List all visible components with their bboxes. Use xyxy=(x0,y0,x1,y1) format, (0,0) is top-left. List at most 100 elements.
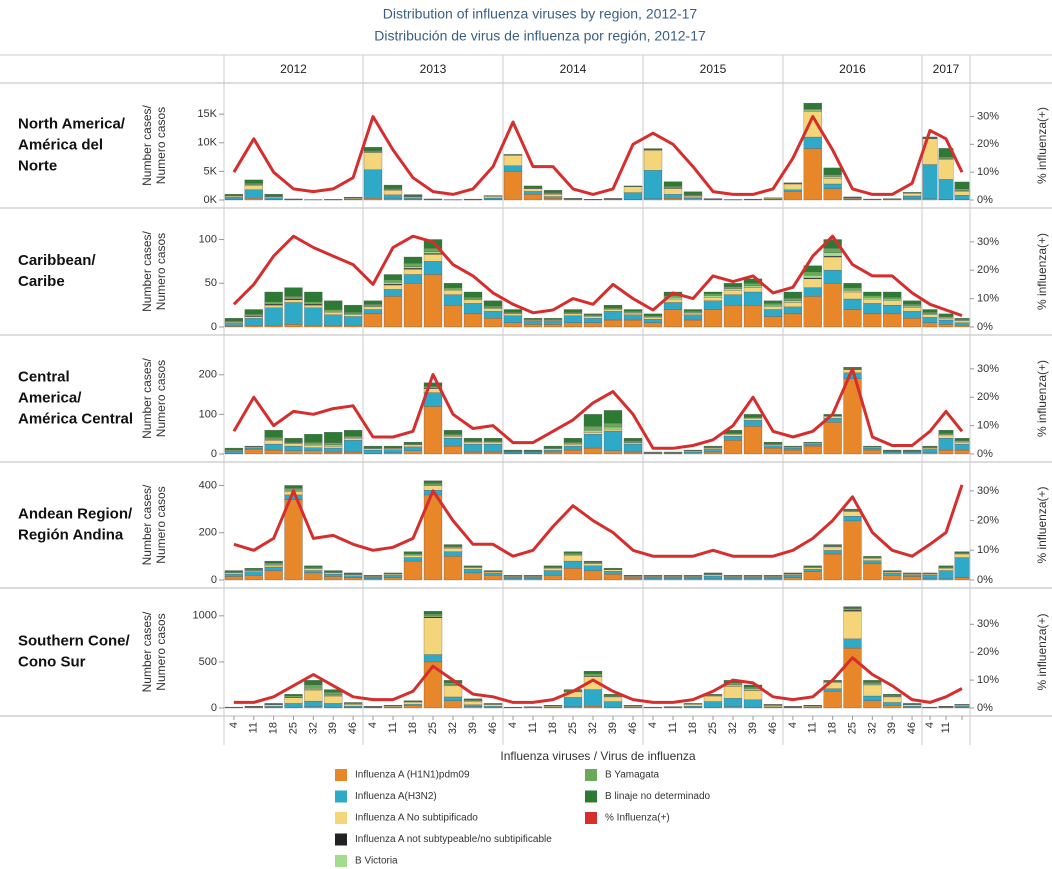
bar-segment xyxy=(683,319,703,328)
bar-segment xyxy=(224,318,244,322)
bar-segment xyxy=(643,148,663,150)
bar-segment xyxy=(304,688,323,690)
bar-segment xyxy=(843,520,862,581)
legend-swatch xyxy=(585,812,597,824)
bar-segment xyxy=(823,691,842,709)
y2-axis-label: % influenza(+) xyxy=(1035,233,1049,310)
bar-segment xyxy=(902,449,922,451)
bar-segment xyxy=(703,445,723,448)
bar-segment xyxy=(863,558,882,561)
year-label: 2013 xyxy=(420,62,447,76)
bar-segment xyxy=(803,565,822,567)
bar-segment xyxy=(603,571,623,575)
x-tick-label: 4 xyxy=(647,722,659,728)
bar-segment xyxy=(543,448,563,451)
bar-segment xyxy=(463,303,483,315)
bar-segment xyxy=(922,573,938,576)
bar-segment xyxy=(863,298,882,304)
bar-segment xyxy=(883,297,902,300)
y-tick-label: 100 xyxy=(199,408,217,420)
bar-segment xyxy=(244,447,263,450)
y2-tick-label: 0% xyxy=(977,574,993,586)
x-tick-label: 4 xyxy=(924,722,936,728)
bar-segment xyxy=(563,438,583,443)
bar-segment xyxy=(763,300,783,304)
x-tick-label: 32 xyxy=(307,722,319,734)
region-label: Región Andina xyxy=(18,526,124,543)
y2-tick-label: 30% xyxy=(977,363,999,375)
x-tick-label: 25 xyxy=(287,722,299,734)
bar-segment xyxy=(783,182,803,184)
bar-segment xyxy=(863,700,882,709)
bar-segment xyxy=(483,196,503,199)
bar-segment xyxy=(938,565,954,568)
bar-segment xyxy=(743,414,763,418)
bar-segment xyxy=(823,248,842,253)
bar-segment xyxy=(954,706,970,708)
bar-segment xyxy=(823,553,842,581)
bar-segment xyxy=(224,573,244,577)
bar-segment xyxy=(304,565,323,568)
bar-segment xyxy=(423,254,443,262)
bar-segment xyxy=(324,703,343,708)
bar-segment xyxy=(623,438,643,442)
bar-segment xyxy=(902,704,922,707)
bar-segment xyxy=(463,698,483,700)
bar-segment xyxy=(383,188,403,190)
bar-segment xyxy=(563,551,583,554)
bar-segment xyxy=(922,198,938,201)
bar-segment xyxy=(403,196,423,199)
bar-segment xyxy=(863,295,882,298)
bar-segment xyxy=(383,274,403,280)
bar-segment xyxy=(264,430,283,438)
y2-tick-label: 10% xyxy=(977,166,999,178)
legend-label: Influenza A not subtypeable/no subtipifi… xyxy=(355,834,552,845)
bar-segment xyxy=(383,198,403,201)
bar-segment xyxy=(803,275,822,279)
bar-segment xyxy=(843,309,862,328)
bar-segment xyxy=(723,304,743,328)
bar-segment xyxy=(583,313,603,315)
bar-segment xyxy=(304,570,323,574)
bar-segment xyxy=(463,700,483,705)
y-axis-label: Number cases/ xyxy=(140,611,154,692)
bar-segment xyxy=(304,445,323,448)
bar-segment xyxy=(503,322,523,328)
bar-segment xyxy=(883,451,902,453)
bar-segment xyxy=(954,325,970,328)
bar-segment xyxy=(363,147,383,151)
bar-segment xyxy=(683,198,703,201)
bar-segment xyxy=(902,318,922,328)
bar-segment xyxy=(383,445,403,448)
bar-segment xyxy=(683,578,703,581)
bar-segment xyxy=(763,304,783,308)
bar-segment xyxy=(938,434,954,439)
bar-segment xyxy=(324,572,343,575)
legend-swatch xyxy=(335,790,347,803)
bar-segment xyxy=(883,575,902,581)
bar-segment xyxy=(843,291,862,300)
bar-segment xyxy=(663,309,683,328)
y2-tick-label: 10% xyxy=(977,674,999,686)
bar-segment xyxy=(922,309,938,313)
x-tick-label: 32 xyxy=(866,722,878,734)
y-tick-label: 400 xyxy=(199,479,217,491)
bar-segment xyxy=(343,439,363,453)
bar-segment xyxy=(763,445,783,449)
bar-segment xyxy=(863,556,882,558)
bar-segment xyxy=(363,152,383,170)
bar-segment xyxy=(523,318,543,320)
region-label: Central xyxy=(18,368,70,385)
bar-segment xyxy=(623,451,643,455)
bar-segment xyxy=(863,682,882,684)
bar-segment xyxy=(743,418,763,421)
year-label: 2014 xyxy=(560,62,587,76)
bar-segment xyxy=(523,324,543,328)
bar-segment xyxy=(284,324,303,328)
y-tick-label: 200 xyxy=(199,369,217,381)
bar-segment xyxy=(463,297,483,300)
bar-segment xyxy=(423,261,443,275)
bar-segment xyxy=(922,136,938,139)
chart-title: Distribution of influenza viruses by reg… xyxy=(383,6,698,22)
bar-segment xyxy=(284,296,303,299)
